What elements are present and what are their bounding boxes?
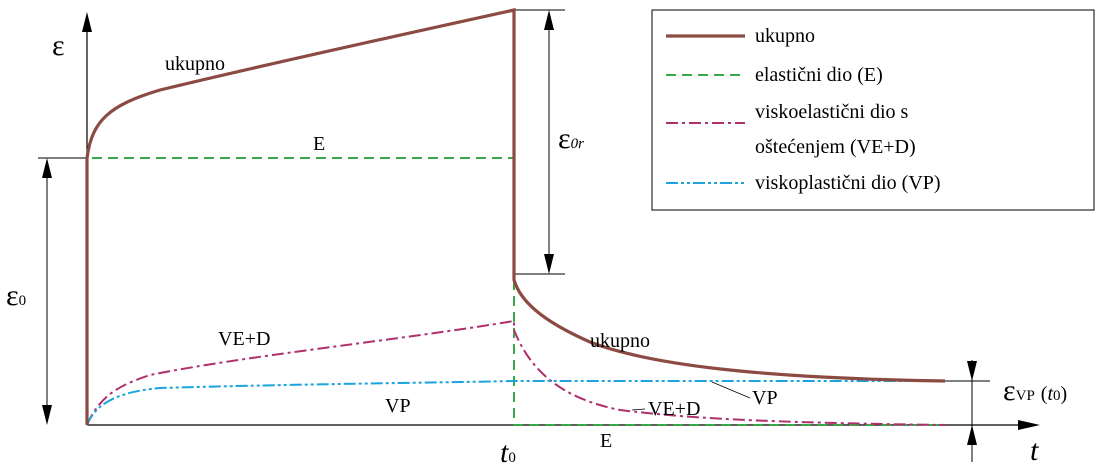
eps0-arrow-down-icon	[42, 405, 52, 425]
legend-label-vp: viskoplastični dio (VP)	[755, 172, 941, 194]
label-ukupno-lower: ukupno	[590, 330, 650, 352]
epsvp-arrow-down-icon	[967, 361, 977, 381]
axis-x-symbol: t	[1030, 434, 1039, 467]
legend-label-ved-line2: oštećenjem (VE+D)	[755, 136, 916, 158]
legend-box	[651, 9, 1095, 211]
label-e-upper: E	[313, 133, 325, 155]
x-axis-arrow-icon	[1018, 420, 1040, 430]
t0-label: t0	[500, 436, 516, 468]
label-ved-lower: VE+D	[648, 398, 700, 420]
leader-vp-lower	[711, 381, 751, 399]
eps0r-arrow-down-icon	[544, 254, 554, 274]
eps0-label: ε0	[6, 279, 26, 312]
total-curve	[85, 8, 946, 425]
ved-curve	[86, 319, 946, 426]
axis-y-symbol: ε	[52, 29, 65, 62]
leader-ved-lower	[631, 408, 646, 411]
legend-label-elastic: elastični dio (E)	[755, 64, 883, 86]
label-e-lower: E	[600, 430, 612, 452]
vp-curve	[86, 380, 945, 426]
legend-label-total: ukupno	[755, 25, 815, 47]
epsvp-label: εVP (t0)	[1003, 374, 1067, 407]
label-ved-upper: VE+D	[218, 328, 270, 350]
label-ukupno-upper: ukupno	[165, 53, 225, 75]
legend: ukupno elastični dio (E) viskoelastični …	[651, 9, 1095, 211]
y-axis-arrow-icon	[82, 12, 92, 32]
eps0r-label: ε0r	[558, 122, 584, 155]
label-vp-upper: VP	[385, 395, 411, 417]
legend-label-ved-line1: viskoelastični dio s	[755, 101, 909, 123]
epsvp-arrow-up-icon	[967, 425, 977, 445]
eps0-arrow-up-icon	[42, 158, 52, 178]
eps0r-arrow-up-icon	[544, 10, 554, 30]
label-vp-lower: VP	[752, 387, 778, 409]
